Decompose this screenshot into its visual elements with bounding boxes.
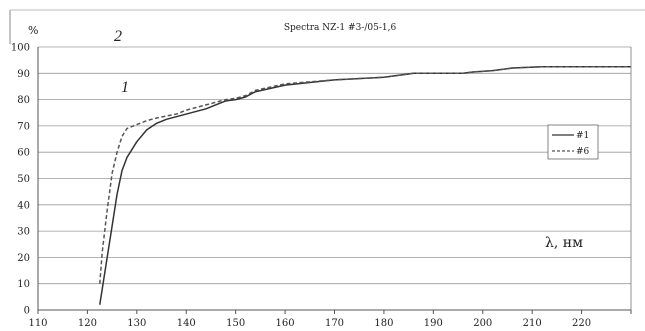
x-tick-label: 140 <box>177 318 196 329</box>
x-tick-label: 170 <box>325 318 344 329</box>
y-tick-label: 60 <box>17 148 30 159</box>
x-tick-labels: 110 120 130 140 150 160 170 180 190 200 210 220 <box>28 318 591 329</box>
gridlines <box>38 46 631 285</box>
legend-label-1: #1 <box>576 131 589 141</box>
x-tick-label: 160 <box>276 318 295 329</box>
y-tick-label: 0 <box>24 306 30 317</box>
x-tick-label: 210 <box>523 318 542 329</box>
x-tick-label: 180 <box>374 318 393 329</box>
x-tick-label: 120 <box>78 318 97 329</box>
chart-title: Spectra NZ-1 #3-/05-1,6 <box>284 23 397 33</box>
series-line-1 <box>99 65 631 305</box>
y-axis-unit: % <box>28 24 38 37</box>
curve-annotation-1: 1 <box>121 79 129 96</box>
x-tick-label: 110 <box>28 318 47 329</box>
axes <box>37 47 632 314</box>
x-tick-label: 190 <box>424 318 443 329</box>
legend-box <box>547 124 599 160</box>
y-tick-label: 50 <box>17 174 30 185</box>
x-tick-label: 200 <box>473 318 492 329</box>
y-tick-label: 10 <box>17 279 30 290</box>
x-tick-label: 150 <box>226 318 245 329</box>
y-tick-label: 30 <box>17 227 30 238</box>
legend: #1 #6 <box>547 124 599 160</box>
y-tick-label: 100 <box>11 43 30 54</box>
series-line-6 <box>99 65 631 284</box>
curve-annotation-2: 2 <box>114 28 122 45</box>
x-tick-label: 130 <box>127 318 146 329</box>
legend-label-6: #6 <box>576 147 590 157</box>
y-tick-label: 80 <box>17 95 30 106</box>
y-tick-label: 20 <box>17 253 30 264</box>
y-tick-labels: 0 10 20 30 40 50 60 70 80 90 100 <box>11 43 30 317</box>
x-axis-label: λ, нм <box>545 235 583 251</box>
y-tick-label: 90 <box>17 69 30 80</box>
x-tick-label: 220 <box>572 318 591 329</box>
series-lines <box>99 65 631 305</box>
y-tick-label: 40 <box>17 200 30 211</box>
y-tick-label: 70 <box>17 121 30 132</box>
